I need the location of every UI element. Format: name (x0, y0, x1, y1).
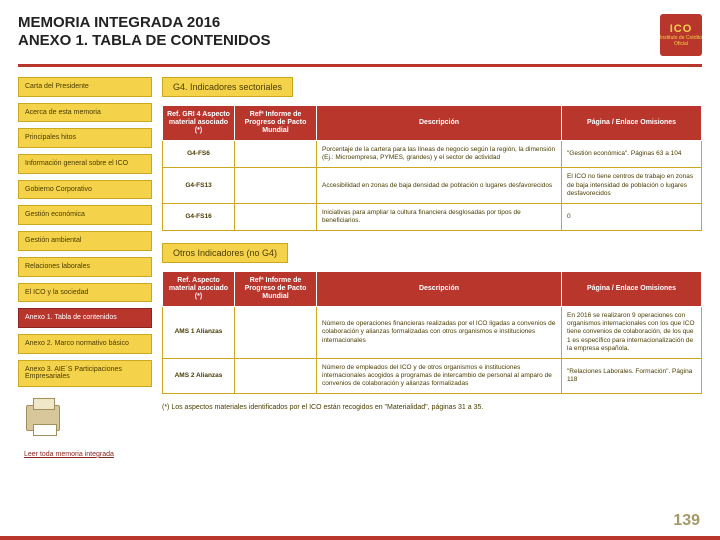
banner-g4: G4. Indicadores sectoriales (162, 77, 293, 97)
sidebar: Carta del Presidente Acerca de esta memo… (18, 77, 152, 458)
table-row: G4-FS16 Iniciativas para ampliar la cult… (163, 203, 702, 230)
t2-col2: Refª Informe de Progreso de Pacto Mundia… (235, 272, 317, 307)
t2-col1: Ref. Aspecto material asociado (*) (163, 272, 235, 307)
title-line-2: ANEXO 1. TABLA DE CONTENIDOS (18, 32, 271, 50)
sidebar-item-relaciones[interactable]: Relaciones laborales (18, 257, 152, 277)
banner-otros: Otros Indicadores (no G4) (162, 243, 288, 263)
sidebar-item-anexo2[interactable]: Anexo 2. Marco normativo básico (18, 334, 152, 354)
sidebar-item-acerca[interactable]: Acerca de esta memoria (18, 103, 152, 123)
sidebar-item-economica[interactable]: Gestión económica (18, 205, 152, 225)
footnote: (*) Los aspectos materiales identificado… (162, 404, 702, 411)
sidebar-item-anexo3[interactable]: Anexo 3. AIE´S Participaciones Empresari… (18, 360, 152, 387)
logo-text: ICO (670, 23, 693, 35)
top-strip (18, 64, 702, 67)
t1-col3: Descripción (317, 106, 562, 141)
printer-icon (22, 395, 70, 439)
sidebar-item-sociedad[interactable]: El ICO y la sociedad (18, 283, 152, 303)
t1-col4: Página / Enlace Omisiones (562, 106, 702, 141)
table-row: AMS 2 Alianzas Número de empleados del I… (163, 358, 702, 393)
content-area: G4. Indicadores sectoriales Ref. GRI 4 A… (162, 77, 702, 458)
table-row: G4-FS13 Accesibilidad en zonas de baja d… (163, 168, 702, 203)
sidebar-item-ambiental[interactable]: Gestión ambiental (18, 231, 152, 251)
sidebar-link-leer[interactable]: Leer toda memoria integrada (24, 451, 152, 458)
logo-subtext: Instituto de Crédito Oficial (660, 35, 702, 47)
table-row: G4-FS6 Porcentaje de la cartera para las… (163, 141, 702, 168)
sidebar-item-hitos[interactable]: Principales hitos (18, 128, 152, 148)
ico-logo: ICO Instituto de Crédito Oficial (660, 14, 702, 56)
table-row: AMS 1 Alianzas Número de operaciones fin… (163, 307, 702, 359)
bottom-strip (0, 536, 720, 540)
page-number: 139 (673, 512, 700, 530)
t1-col1: Ref. GRI 4 Aspecto material asociado (*) (163, 106, 235, 141)
title-line-1: MEMORIA INTEGRADA 2016 (18, 14, 271, 32)
sidebar-item-carta[interactable]: Carta del Presidente (18, 77, 152, 97)
t2-col4: Página / Enlace Omisiones (562, 272, 702, 307)
table-otros: Ref. Aspecto material asociado (*) Refª … (162, 271, 702, 394)
t1-col2: Refª Informe de Progreso de Pacto Mundia… (235, 106, 317, 141)
sidebar-item-info[interactable]: Información general sobre el ICO (18, 154, 152, 174)
t2-col3: Descripción (317, 272, 562, 307)
table-g4: Ref. GRI 4 Aspecto material asociado (*)… (162, 105, 702, 231)
sidebar-item-gobierno[interactable]: Gobierno Corporativo (18, 180, 152, 200)
sidebar-item-anexo1[interactable]: Anexo 1. Tabla de contenidos (18, 308, 152, 328)
